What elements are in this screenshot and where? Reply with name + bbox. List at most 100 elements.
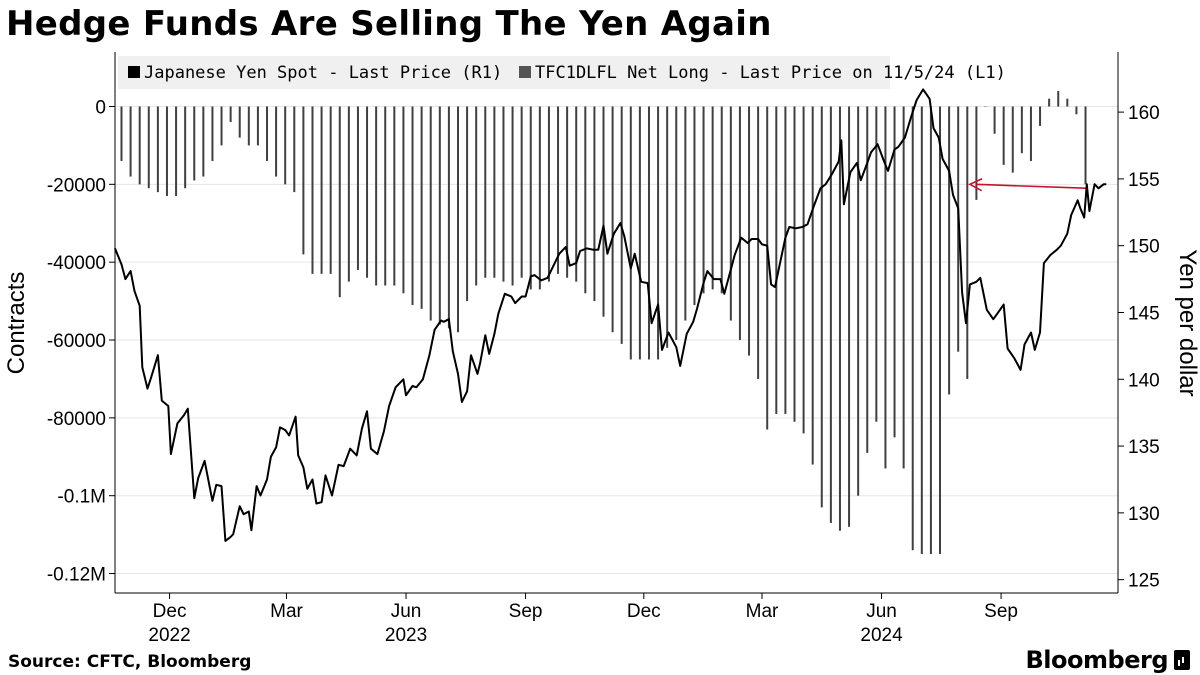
- net-long-bar: [838, 106, 841, 531]
- net-long-bar: [356, 106, 359, 270]
- net-long-bar: [575, 106, 578, 282]
- left-tick-label: -0.12M: [47, 565, 106, 586]
- net-long-bar: [238, 106, 241, 138]
- net-long-bar: [447, 106, 450, 329]
- net-long-bar: [284, 106, 287, 185]
- net-long-bar: [802, 106, 805, 434]
- right-tick-label: 155: [1128, 170, 1160, 191]
- net-long-bar: [1066, 98, 1069, 107]
- net-long-bar: [302, 106, 305, 255]
- right-tick-label: 140: [1128, 370, 1160, 391]
- net-long-bar: [129, 106, 132, 177]
- net-long-bar: [547, 106, 550, 282]
- net-long-bar: [1057, 90, 1060, 107]
- net-long-bar: [366, 106, 369, 278]
- left-tick-label: -0.1M: [57, 487, 106, 508]
- legend-label: Japanese Yen Spot - Last Price (R1): [144, 63, 502, 83]
- yen-spot-line: [114, 88, 1107, 542]
- net-long-bar: [229, 106, 232, 123]
- net-long-bar: [293, 106, 296, 193]
- net-long-bar: [929, 106, 932, 555]
- net-long-bar: [848, 106, 851, 527]
- net-long-bar: [775, 106, 778, 414]
- net-long-bar: [275, 106, 278, 177]
- net-long-bar: [638, 106, 641, 360]
- chart-title: Hedge Funds Are Selling The Yen Again: [6, 4, 772, 44]
- x-tick-label: Dec: [627, 601, 661, 622]
- net-long-bar: [484, 106, 487, 278]
- net-long-bar: [993, 106, 996, 134]
- net-long-bar: [984, 106, 987, 107]
- net-long-bar: [202, 106, 205, 177]
- net-long-bar: [1039, 106, 1042, 126]
- net-long-bar: [784, 106, 787, 414]
- net-long-bar: [602, 106, 605, 317]
- right-axis-title: Yen per dollar: [1174, 249, 1200, 396]
- legend-background: [118, 56, 890, 89]
- net-long-bar: [811, 106, 814, 465]
- net-long-bar: [320, 106, 323, 274]
- net-long-bar: [420, 106, 423, 309]
- net-long-bar: [1002, 106, 1005, 165]
- net-long-bar: [184, 106, 187, 189]
- net-long-bar: [893, 106, 896, 438]
- net-long-bar: [175, 106, 178, 197]
- net-long-bar: [511, 106, 514, 286]
- net-long-bar: [702, 106, 705, 294]
- net-long-bar: [375, 106, 378, 286]
- net-long-bar: [411, 106, 414, 305]
- net-long-bar: [884, 106, 887, 469]
- left-tick-label: -20000: [47, 175, 106, 196]
- net-long-bar: [911, 106, 914, 551]
- net-long-bar: [693, 106, 696, 305]
- net-long-bar: [529, 106, 532, 290]
- x-tick-label: Dec: [153, 601, 187, 622]
- net-long-bar: [438, 106, 441, 325]
- right-tick-label: 125: [1128, 571, 1160, 592]
- net-long-bar: [211, 106, 214, 161]
- net-long-bar: [738, 106, 741, 341]
- right-tick-label: 160: [1128, 103, 1160, 124]
- net-long-bar: [939, 106, 942, 555]
- net-long-bar: [266, 106, 269, 161]
- right-tick-label: 145: [1128, 303, 1160, 324]
- net-long-bar: [329, 106, 332, 274]
- net-long-bar: [1075, 106, 1078, 115]
- net-long-bar: [138, 106, 141, 185]
- net-long-bar: [475, 106, 478, 286]
- net-long-bar: [593, 106, 596, 302]
- net-long-bar: [165, 106, 168, 197]
- net-long-bar: [220, 106, 223, 146]
- net-long-bar: [311, 106, 314, 274]
- net-long-bar: [1048, 98, 1051, 107]
- legend: Japanese Yen Spot - Last Price (R1) TFC1D…: [118, 56, 1006, 89]
- net-long-bar: [657, 106, 660, 360]
- net-long-bar: [466, 106, 469, 302]
- net-long-bar: [1084, 106, 1087, 185]
- x-tick-label: Sep: [984, 601, 1018, 622]
- net-long-bar: [120, 106, 123, 161]
- net-long-bar: [902, 106, 905, 469]
- bloomberg-terminal-icon: [1174, 650, 1190, 670]
- net-long-bar: [156, 106, 159, 193]
- right-tick-label: 135: [1128, 437, 1160, 458]
- net-long-bar: [684, 106, 687, 321]
- net-long-bar: [875, 106, 878, 422]
- net-long-bar: [857, 106, 860, 496]
- brand-logo: Bloomberg: [1026, 646, 1190, 674]
- net-long-bar: [647, 106, 650, 360]
- net-long-bar: [538, 106, 541, 290]
- left-axis-title: Contracts: [3, 272, 30, 375]
- net-long-bar: [711, 106, 714, 290]
- legend-swatch: [519, 66, 531, 78]
- net-long-bar: [584, 106, 587, 294]
- left-tick-label: 0: [95, 97, 106, 118]
- net-long-bar: [966, 106, 969, 379]
- net-long-bar: [1011, 106, 1014, 173]
- net-long-bar: [402, 106, 405, 294]
- brand-name: Bloomberg: [1025, 646, 1169, 674]
- net-long-bar: [493, 106, 496, 278]
- net-long-bar: [675, 106, 678, 341]
- net-long-bar: [920, 106, 923, 555]
